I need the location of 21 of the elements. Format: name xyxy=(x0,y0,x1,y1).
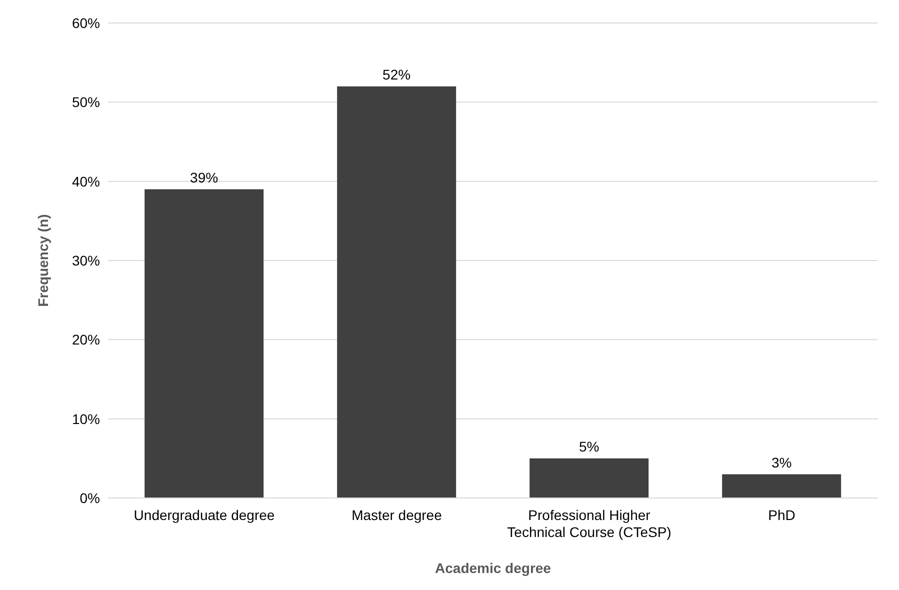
y-tick-label: 10% xyxy=(72,410,100,427)
y-tick-label: 50% xyxy=(72,94,100,110)
y-tick-label: 30% xyxy=(72,252,100,268)
x-tick-label: Master degree xyxy=(352,507,442,523)
x-axis-title: Academic degree xyxy=(435,560,552,576)
x-tick-label: Professional Higher Technical Course (CTeSP) xyxy=(507,507,672,540)
data-label: 39% xyxy=(190,169,218,186)
data-label: 5% xyxy=(578,438,600,454)
x-tick-label: PhD xyxy=(768,507,796,523)
data-label: 52% xyxy=(382,66,411,82)
y-tick-label: 40% xyxy=(72,173,100,190)
bar xyxy=(337,86,456,498)
bar xyxy=(722,474,842,498)
x-tick-label: Undergraduate degree xyxy=(134,507,275,523)
y-axis-title: Frequency (n) xyxy=(34,214,51,307)
data-label: 3% xyxy=(771,454,792,470)
y-tick-label: 20% xyxy=(72,332,100,348)
bar xyxy=(144,189,264,498)
y-tick-label: 0% xyxy=(80,490,100,506)
bar xyxy=(530,458,649,498)
y-tick-label: 60% xyxy=(72,14,100,31)
